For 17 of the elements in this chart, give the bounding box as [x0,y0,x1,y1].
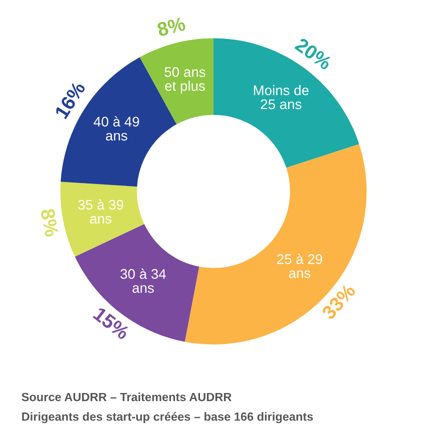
donut-slice [214,38,360,168]
slice-label: 50 ans et plus [164,67,206,94]
data-label: 20% [294,37,333,70]
text: Dirigeants des start-up créées – base 166 dirigeants [22,412,313,424]
data-label: 8% [156,16,186,37]
slice-label: 35 à 39 ans [78,199,124,224]
slice-label: Moins de 25 ans [254,85,309,110]
donut-slice [184,144,367,344]
donut-slice [60,182,144,257]
source-note: Source AUDRR – Traitements AUDRR [22,392,232,402]
donut-slice [140,38,214,124]
slice-label: 30 à 34 ans [120,268,166,293]
donut-slice [74,224,200,342]
data-label: 8% [40,208,59,238]
slice-label: 40 à 49 ans [94,116,140,141]
slice-label: 25 à 29 ans [277,254,322,278]
data-label: 15% [92,306,130,340]
